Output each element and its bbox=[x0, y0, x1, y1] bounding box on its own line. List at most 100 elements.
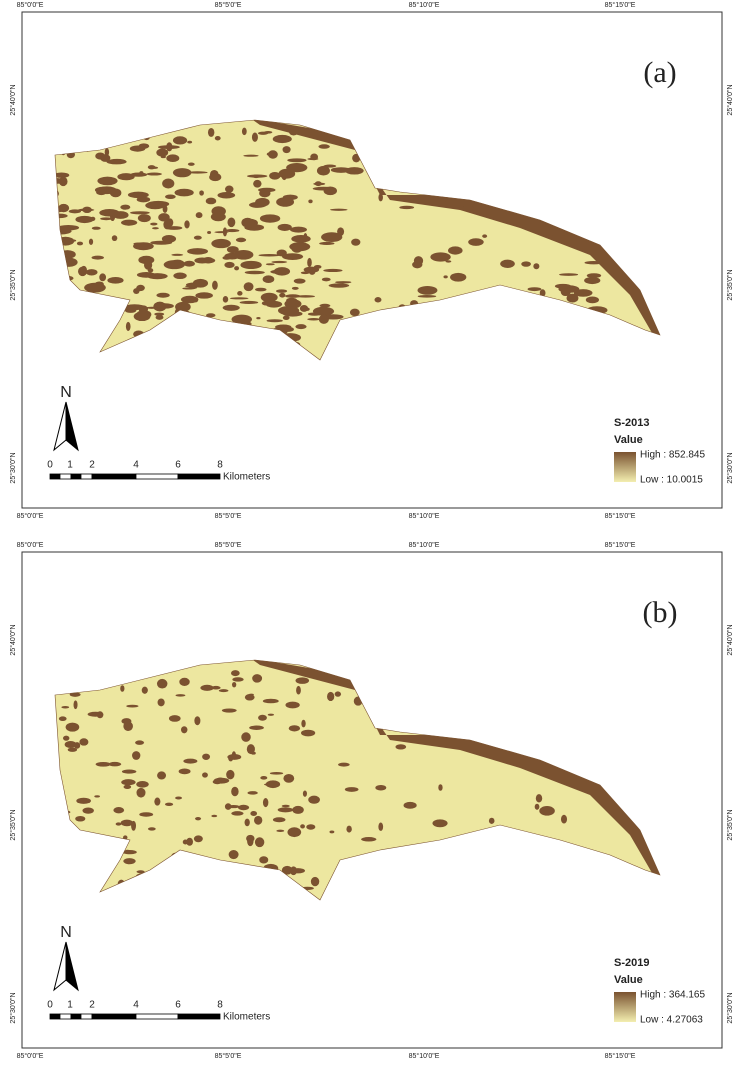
patch bbox=[260, 214, 280, 222]
patch bbox=[134, 312, 151, 321]
patch bbox=[256, 317, 260, 319]
patch bbox=[329, 831, 334, 834]
patch bbox=[194, 716, 200, 725]
patch bbox=[275, 325, 291, 330]
patch bbox=[76, 798, 91, 804]
patch bbox=[361, 837, 376, 841]
legend-high: High : 364.165 bbox=[640, 990, 705, 1001]
patch bbox=[308, 200, 312, 204]
patch bbox=[124, 850, 130, 853]
patch bbox=[350, 309, 360, 316]
patch bbox=[133, 243, 142, 246]
patch bbox=[187, 141, 192, 144]
longitude-label: 85°15'0"E bbox=[605, 541, 636, 549]
patch bbox=[132, 751, 140, 760]
scale-segment bbox=[136, 474, 178, 479]
scale-label: 4 bbox=[133, 460, 139, 471]
patch bbox=[223, 296, 228, 303]
scale-label: 6 bbox=[175, 1000, 181, 1011]
patch bbox=[247, 744, 255, 754]
patch bbox=[289, 242, 310, 251]
patch bbox=[116, 822, 122, 825]
patch bbox=[438, 784, 442, 791]
patch bbox=[307, 318, 320, 320]
patch bbox=[249, 726, 264, 730]
patch bbox=[211, 206, 225, 216]
patch bbox=[74, 700, 78, 709]
patch bbox=[399, 206, 414, 209]
patch bbox=[259, 856, 268, 863]
patch bbox=[137, 272, 156, 278]
patch bbox=[276, 197, 294, 207]
patch bbox=[158, 698, 165, 706]
patch bbox=[79, 738, 88, 745]
longitude-label: 85°0'0"E bbox=[17, 541, 44, 549]
patch bbox=[179, 678, 189, 686]
patch bbox=[482, 234, 487, 238]
patch bbox=[203, 258, 215, 263]
patch bbox=[282, 805, 290, 808]
legend-high: High : 852.845 bbox=[640, 450, 705, 461]
patch bbox=[75, 816, 85, 822]
patch bbox=[283, 774, 294, 783]
patch bbox=[291, 235, 310, 243]
scale-label: 2 bbox=[89, 460, 95, 471]
patch bbox=[533, 263, 539, 269]
latitude-label: 25°35'0"N bbox=[726, 269, 734, 300]
patch bbox=[278, 169, 295, 179]
patch bbox=[156, 315, 164, 320]
patch bbox=[139, 812, 153, 816]
patch bbox=[77, 242, 83, 246]
patch bbox=[351, 239, 360, 246]
map-panel: 85°0'0"E85°0'0"E85°5'0"E85°5'0"E85°10'0"… bbox=[9, 1, 734, 520]
scale-label: 1 bbox=[67, 1000, 73, 1011]
legend-ramp bbox=[614, 452, 636, 482]
patch bbox=[301, 720, 305, 728]
panel-label: (b) bbox=[643, 596, 678, 629]
patch bbox=[306, 824, 315, 830]
latitude-label: 25°30'0"N bbox=[9, 452, 17, 483]
patch bbox=[231, 811, 243, 816]
patch bbox=[142, 687, 148, 694]
patch bbox=[255, 837, 264, 847]
patch bbox=[234, 266, 239, 270]
scale-segment bbox=[50, 1014, 60, 1019]
patch bbox=[278, 224, 292, 231]
latitude-label: 25°30'0"N bbox=[726, 992, 734, 1023]
patch bbox=[82, 207, 91, 213]
patch bbox=[121, 779, 135, 785]
patch bbox=[157, 679, 167, 689]
latitude-label: 25°35'0"N bbox=[9, 269, 17, 300]
legend-low: Low : 4.27063 bbox=[640, 1015, 703, 1026]
scale-label: 1 bbox=[67, 460, 73, 471]
patch bbox=[330, 209, 348, 211]
patch bbox=[303, 790, 307, 796]
patch bbox=[229, 850, 239, 859]
patch bbox=[585, 261, 603, 264]
patch bbox=[59, 177, 68, 186]
scale-segment bbox=[92, 474, 136, 479]
patch bbox=[68, 748, 77, 752]
patch bbox=[121, 820, 134, 827]
patch bbox=[528, 287, 542, 291]
patch bbox=[212, 281, 218, 290]
patch bbox=[136, 285, 145, 291]
patch bbox=[194, 236, 202, 240]
patch bbox=[273, 817, 286, 822]
patch bbox=[124, 785, 132, 789]
patch bbox=[463, 205, 473, 210]
patch bbox=[289, 126, 299, 136]
patch bbox=[301, 730, 315, 737]
patch bbox=[278, 306, 299, 315]
patch bbox=[148, 165, 156, 169]
patch bbox=[521, 261, 531, 266]
patch bbox=[175, 796, 182, 799]
patch bbox=[258, 715, 267, 721]
patch bbox=[335, 691, 341, 696]
patch bbox=[148, 268, 154, 272]
patch bbox=[219, 689, 229, 692]
patch bbox=[59, 716, 67, 721]
patch bbox=[173, 136, 187, 144]
patch bbox=[253, 180, 261, 188]
patch bbox=[236, 238, 246, 243]
